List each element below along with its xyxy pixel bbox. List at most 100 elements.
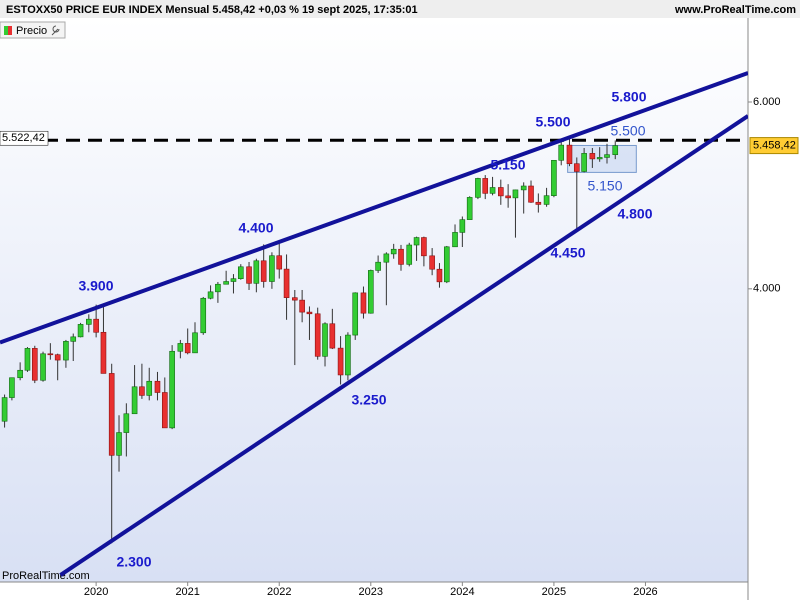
candle-body bbox=[475, 178, 481, 198]
candle-body bbox=[253, 260, 260, 284]
candle-body bbox=[230, 278, 237, 282]
legend-label: Precio bbox=[16, 25, 47, 37]
candle-body bbox=[292, 297, 298, 301]
legend-icon bbox=[8, 26, 12, 35]
x-tick-label: 2023 bbox=[359, 586, 383, 598]
candle-body bbox=[367, 270, 374, 314]
candle-body bbox=[566, 144, 573, 165]
candle-body bbox=[581, 153, 587, 172]
hline-label: 5.522,42 bbox=[2, 132, 45, 144]
price-tag bbox=[749, 137, 799, 155]
candle-body bbox=[489, 187, 496, 194]
candle-body bbox=[543, 195, 550, 205]
candle-body bbox=[337, 347, 344, 376]
source: www.ProRealTime.com bbox=[674, 4, 796, 16]
candle-body bbox=[322, 323, 328, 357]
candle-body bbox=[246, 266, 252, 284]
candle-body bbox=[1, 397, 8, 422]
legend-box[interactable] bbox=[0, 21, 66, 39]
candle-body bbox=[375, 261, 381, 271]
candle-body bbox=[452, 232, 458, 248]
candle-body bbox=[535, 201, 542, 205]
candle-body bbox=[207, 291, 214, 299]
candle-body bbox=[269, 255, 275, 282]
trend-line bbox=[59, 114, 748, 577]
legend-icon bbox=[4, 26, 8, 35]
candle-body bbox=[436, 268, 443, 283]
candle-body bbox=[116, 432, 122, 456]
candle-body bbox=[299, 299, 305, 313]
chart-title: ESTOXX50 PRICE EUR INDEX Mensual 5.458,4… bbox=[6, 4, 418, 16]
candle-body bbox=[161, 392, 168, 429]
y-tick-label: 4.000 bbox=[753, 283, 781, 295]
candle-body bbox=[100, 331, 107, 374]
candle-body bbox=[24, 348, 31, 371]
candle-body bbox=[306, 311, 313, 315]
candle-body bbox=[498, 187, 504, 197]
candle-body bbox=[360, 292, 367, 314]
candle-body bbox=[139, 386, 145, 396]
candle-body bbox=[54, 354, 61, 361]
x-tick-label: 2021 bbox=[175, 586, 199, 598]
annotation: 4.800 bbox=[617, 206, 652, 222]
header-bar bbox=[0, 0, 800, 18]
candle-body bbox=[131, 386, 138, 415]
candle-body bbox=[558, 144, 565, 161]
candle-body bbox=[612, 145, 619, 155]
legend[interactable]: Precio bbox=[0, 21, 66, 39]
settings-icon[interactable] bbox=[51, 25, 60, 36]
candle-body bbox=[520, 185, 527, 191]
plot-area bbox=[0, 18, 748, 582]
candle-body bbox=[505, 195, 511, 199]
candle-body bbox=[70, 336, 77, 342]
candle-body bbox=[184, 343, 191, 354]
annotation: 5.800 bbox=[611, 89, 646, 105]
candle-body bbox=[429, 255, 435, 270]
candle-body bbox=[40, 353, 46, 381]
x-tick-label: 2020 bbox=[84, 586, 108, 598]
candle-body bbox=[93, 318, 99, 333]
x-tick-label: 2024 bbox=[450, 586, 474, 598]
candle-body bbox=[443, 246, 450, 283]
candle-body bbox=[383, 253, 390, 263]
annotation: 3.250 bbox=[351, 392, 386, 408]
candle-body bbox=[63, 341, 69, 361]
y-tick-label: 6.000 bbox=[753, 96, 781, 108]
candle-body bbox=[200, 297, 207, 334]
candle-body bbox=[596, 157, 603, 160]
candle-body bbox=[551, 159, 557, 196]
candle-body bbox=[223, 281, 229, 285]
annotation: 5.500 bbox=[535, 114, 570, 130]
candle-body bbox=[573, 163, 580, 172]
candle-body bbox=[154, 380, 161, 393]
candle-body bbox=[398, 248, 404, 265]
candle-body bbox=[108, 373, 115, 456]
candle-body bbox=[283, 268, 290, 298]
price-tag-label: 5.458,42 bbox=[753, 139, 796, 151]
candle-body bbox=[47, 353, 54, 356]
annotation: 4.400 bbox=[238, 220, 273, 236]
candle-body bbox=[31, 348, 38, 381]
x-tick-label: 2022 bbox=[267, 586, 291, 598]
candle-body bbox=[413, 237, 420, 246]
trend-line bbox=[0, 71, 748, 345]
candle-body bbox=[352, 292, 359, 336]
annotation: 3.900 bbox=[78, 278, 113, 294]
candle-body bbox=[237, 266, 244, 279]
candle-body bbox=[314, 313, 321, 357]
candle-body bbox=[123, 413, 130, 433]
candle-body bbox=[276, 255, 283, 270]
x-tick-label: 2026 bbox=[633, 586, 657, 598]
candle-body bbox=[177, 343, 184, 352]
candle-body bbox=[604, 154, 610, 158]
annotation: 2.300 bbox=[116, 554, 151, 570]
candle-body bbox=[77, 324, 84, 338]
hline-label-box bbox=[0, 130, 49, 146]
candle-body bbox=[512, 189, 519, 199]
plot bbox=[0, 71, 748, 577]
annotation: 5.500 bbox=[610, 123, 645, 139]
candle-body bbox=[17, 369, 23, 379]
candle-body bbox=[589, 153, 596, 160]
candle-body bbox=[345, 334, 351, 376]
